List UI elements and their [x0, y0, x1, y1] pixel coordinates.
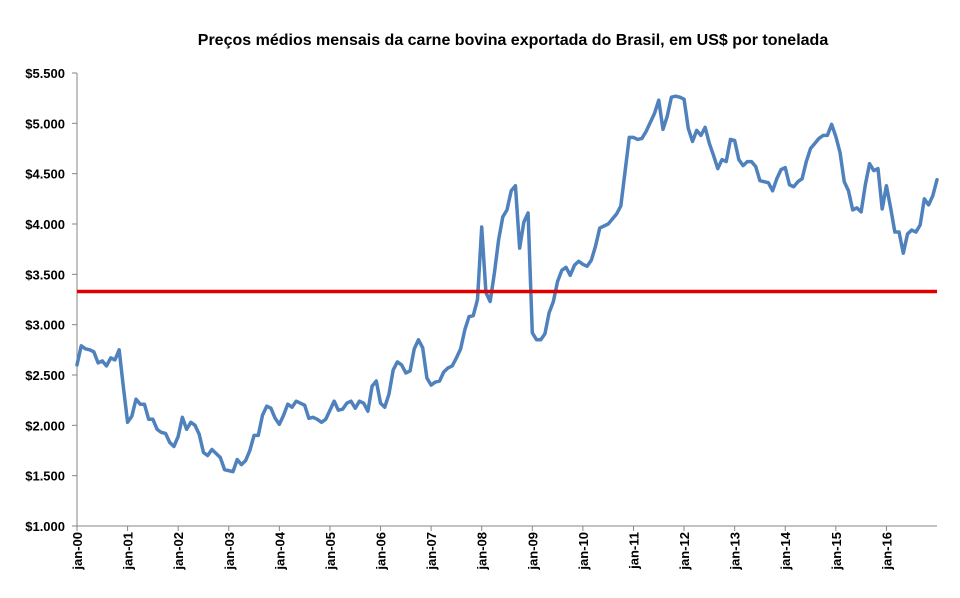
x-tick-label: jan-05: [323, 532, 338, 571]
y-axis: $1.000 $1.500 $2.000 $2.500 $3.000 $3.500 $4.0…: [25, 66, 78, 534]
x-tick-label: jan-10: [576, 532, 591, 571]
y-tick-label: $4.500: [25, 167, 65, 182]
plot-area: [75, 94, 939, 474]
x-tick-label: jan-01: [121, 532, 136, 571]
chart-title: Preços médios mensais da carne bovina ex…: [198, 32, 829, 49]
x-tick-label: jan-02: [171, 532, 186, 571]
y-tick-label: $4.000: [25, 217, 65, 232]
x-tick-label: jan-09: [525, 532, 540, 571]
series-line-preco-medio: [75, 94, 939, 474]
x-axis: jan-00 jan-01 jan-02 jan-03 jan-04 jan-05 jan-…: [70, 525, 937, 571]
y-tick-label: $2.500: [25, 368, 65, 383]
x-tick-label: jan-14: [778, 531, 793, 570]
x-tick-label: jan-13: [728, 532, 743, 571]
x-tick-label: jan-06: [374, 532, 389, 571]
y-tick-label: $2.000: [25, 418, 65, 433]
x-tick-label: jan-00: [70, 532, 85, 571]
x-tick-label: jan-12: [677, 532, 692, 571]
y-tick-label: $5.500: [25, 66, 65, 81]
y-tick-label: $1.000: [25, 519, 65, 534]
y-tick-label: $3.000: [25, 318, 65, 333]
x-tick-label: jan-04: [272, 531, 287, 570]
y-tick-label: $1.500: [25, 469, 65, 484]
x-tick-label: jan-03: [222, 532, 237, 571]
x-tick-label: jan-11: [626, 532, 641, 570]
y-tick-label: $5.000: [25, 116, 65, 131]
x-tick-label: jan-07: [424, 532, 439, 571]
x-tick-label: jan-16: [879, 532, 894, 571]
x-tick-label: jan-08: [475, 532, 490, 571]
x-tick-label: jan-15: [829, 532, 844, 571]
y-tick-label: $3.500: [25, 267, 65, 282]
